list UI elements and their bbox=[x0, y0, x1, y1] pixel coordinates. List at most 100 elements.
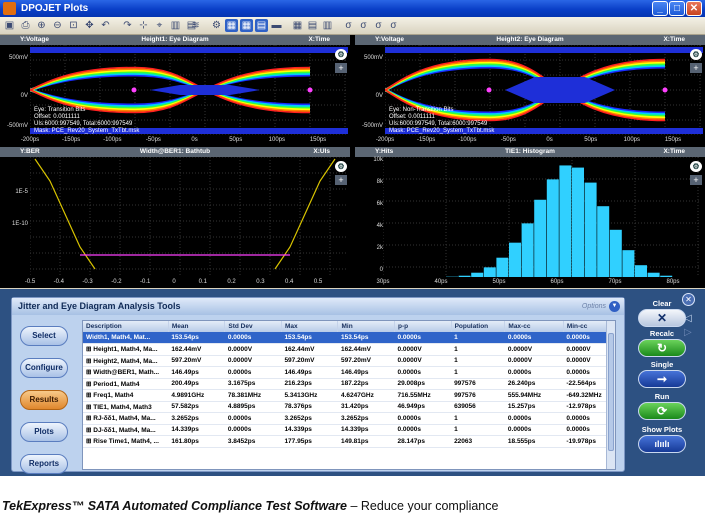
maximize-button[interactable]: □ bbox=[669, 1, 685, 16]
undo-zoom-icon[interactable]: ↶ bbox=[101, 20, 110, 31]
plot-settings-icon[interactable]: ⚙ bbox=[335, 49, 347, 60]
y-axis-label: Y:BER bbox=[20, 148, 40, 155]
plot-settings-icon[interactable]: ⚙ bbox=[690, 49, 702, 60]
panel-close-icon[interactable]: ✕ bbox=[682, 293, 695, 306]
nav-reports-button[interactable]: Reports bbox=[20, 454, 68, 474]
y-tick-label: 0 bbox=[379, 267, 383, 273]
run-controls: Clear ✕ Recalc ↻ Single ➞ Run ⟳ Show Plo… bbox=[632, 289, 705, 476]
layout-3-icon[interactable]: ▤ bbox=[255, 19, 268, 32]
column-header[interactable]: Min bbox=[337, 321, 395, 332]
clear-label: Clear bbox=[652, 299, 672, 308]
y-axis-label: Y:Voltage bbox=[375, 36, 405, 43]
fit-1-icon[interactable]: σ bbox=[345, 20, 352, 31]
fit-2-icon[interactable]: σ bbox=[360, 20, 367, 31]
crossing-marker bbox=[131, 87, 137, 93]
stack-icon[interactable]: ▥ bbox=[322, 20, 333, 31]
zoom-box-icon[interactable]: ⊡ bbox=[69, 20, 78, 31]
clear-button[interactable]: ✕ bbox=[638, 309, 686, 327]
table-row[interactable]: ⊞ Freq1, Math4 4.9891GHz 78.381MHz 5.3413GH… bbox=[83, 389, 615, 402]
table-row[interactable]: ⊞ Height1, Math4, Ma... 162.44mV 0.0000V 16… bbox=[83, 343, 615, 356]
column-header[interactable]: Mean bbox=[168, 321, 226, 332]
table-cell: 3.8452ps bbox=[224, 435, 282, 448]
nav-plots-button[interactable]: Plots bbox=[20, 422, 68, 442]
table-cell: 0.0000s bbox=[394, 412, 452, 425]
recalc-label: Recalc bbox=[649, 329, 675, 338]
zoom-out-icon[interactable]: ⊖ bbox=[53, 20, 62, 31]
column-header[interactable]: Max bbox=[281, 321, 339, 332]
close-button[interactable]: ✕ bbox=[686, 1, 702, 16]
bar-icon[interactable]: ▤ bbox=[186, 20, 197, 31]
x-tick-label: 0s bbox=[191, 137, 198, 143]
plot-add-icon[interactable]: + bbox=[690, 175, 702, 185]
x-tick-label: -150ps bbox=[416, 137, 436, 143]
table-row[interactable]: ⊞ Height2, Math4, Ma... 597.20mV 0.0000V 59… bbox=[83, 355, 615, 367]
layout-1-icon[interactable]: ▦ bbox=[225, 19, 238, 32]
table-cell: 31.420ps bbox=[337, 401, 395, 413]
plot-settings-icon[interactable]: ⚙ bbox=[335, 161, 347, 172]
plot-add-icon[interactable]: + bbox=[335, 175, 347, 185]
table-row[interactable]: ⊞ Period1, Math4 200.49ps 3.1675ps 216.23ps… bbox=[83, 378, 615, 390]
column-header[interactable]: Max-cc bbox=[504, 321, 564, 332]
table-row[interactable]: ⊞ RJ-δδ1, Math4, Ma... 3.2652ps 0.0000s 3.2… bbox=[83, 412, 615, 425]
table-cell: 0.0000V bbox=[504, 355, 564, 367]
collapse-left-icon[interactable]: ◁ bbox=[684, 313, 692, 324]
table-cell: 57.582ps bbox=[168, 401, 225, 413]
analysis-tools-panel: Jitter and Eye Diagram Analysis Tools Op… bbox=[0, 289, 705, 476]
show-plots-button[interactable]: ılıılı bbox=[638, 435, 686, 453]
histogram-bar bbox=[609, 229, 622, 277]
nav-select-button[interactable]: Select bbox=[20, 326, 68, 346]
fit-4-icon[interactable]: σ bbox=[390, 20, 397, 31]
table-cell: 4.6247GHz bbox=[337, 389, 395, 402]
column-header[interactable]: p-p bbox=[394, 321, 452, 332]
fit-3-icon[interactable]: σ bbox=[375, 20, 382, 31]
table-row[interactable]: ⊞ TIE1, Math4, Math3 57.582ps 4.8895ps 78.3… bbox=[83, 401, 615, 413]
print-icon[interactable]: ⎙ bbox=[21, 20, 30, 31]
layout-4-icon[interactable]: ▬ bbox=[271, 20, 282, 31]
minimize-button[interactable]: _ bbox=[652, 1, 668, 16]
settings-icon[interactable]: ⚙ bbox=[212, 20, 221, 31]
plot-settings-icon[interactable]: ⚙ bbox=[690, 161, 702, 172]
run-button[interactable]: ⟳ bbox=[638, 402, 686, 420]
eye-diagram-2-plot[interactable]: Y:Voltage Height2: Eye Diagram X:Time 500mV… bbox=[355, 35, 705, 145]
recalc-button[interactable]: ↻ bbox=[638, 339, 686, 357]
scrollbar-thumb[interactable] bbox=[608, 333, 614, 451]
collapse-right-icon[interactable]: ▷ bbox=[684, 327, 692, 338]
column-header[interactable]: Description bbox=[83, 321, 169, 332]
plot-add-icon[interactable]: + bbox=[690, 63, 702, 73]
grid-icon[interactable]: ▤ bbox=[307, 20, 318, 31]
table-row[interactable]: Width1, Math4, Mat... 153.54ps 0.0000s 153.… bbox=[83, 332, 615, 344]
table-row[interactable]: ⊞ DJ-δδ1, Math4, Ma... 14.339ps 0.0000s 14.… bbox=[83, 424, 615, 436]
single-button[interactable]: ➞ bbox=[638, 370, 686, 388]
histogram-plot[interactable]: Y:Hits TIE1: Histogram X:Time 10k 8k 6k 4k 2k 0 3… bbox=[355, 147, 705, 288]
layout-2-icon[interactable]: ▦ bbox=[240, 19, 253, 32]
nav-results-button[interactable]: Results bbox=[20, 390, 68, 410]
table-cell: 14.339ps bbox=[168, 424, 225, 436]
results-scrollbar[interactable] bbox=[606, 321, 615, 469]
zoom-in-icon[interactable]: ⊕ bbox=[37, 20, 46, 31]
cursor-icon[interactable]: ⊹ bbox=[139, 20, 148, 31]
tile-icon[interactable]: ▦ bbox=[292, 20, 303, 31]
table-row[interactable]: ⊞ Rise Time1, Math4, ... 161.80ps 3.8452ps… bbox=[83, 435, 615, 448]
histogram-bar bbox=[521, 223, 534, 277]
histogram-icon[interactable]: ▥ bbox=[170, 20, 181, 31]
nav-configure-button[interactable]: Configure bbox=[20, 358, 68, 378]
bathtub-plot[interactable]: Y:BER Width@BER1: Bathtub X:UIs 1E-5 1E-10 -0… bbox=[0, 147, 350, 288]
table-cell: 1 bbox=[451, 366, 505, 379]
column-header[interactable]: Population bbox=[451, 321, 506, 332]
column-header[interactable]: Std Dev bbox=[224, 321, 282, 332]
pan-icon[interactable]: ✥ bbox=[85, 20, 94, 31]
options-dropdown-icon[interactable]: ▼ bbox=[609, 301, 620, 312]
plot-add-icon[interactable]: + bbox=[335, 63, 347, 73]
x-tick-label: 80ps bbox=[666, 279, 680, 285]
table-row[interactable]: ⊞ Width@BER1, Math... 146.49ps 0.0000s 146.… bbox=[83, 366, 615, 379]
save-icon[interactable]: ▣ bbox=[4, 20, 15, 31]
redo-zoom-icon[interactable]: ↷ bbox=[123, 20, 132, 31]
spectrum-icon[interactable]: ≋ bbox=[191, 20, 200, 31]
x-tick-label: 40ps bbox=[434, 279, 448, 285]
eye-mask bbox=[505, 77, 615, 103]
marker-icon[interactable]: ⌖ bbox=[156, 20, 163, 31]
eye-diagram-1-plot[interactable]: Y:Voltage Height1: Eye Diagram X:Time 500mV… bbox=[0, 35, 350, 145]
options-menu[interactable]: Options bbox=[581, 303, 606, 310]
table-cell: 14.339ps bbox=[337, 424, 395, 436]
bathtub-right-curve bbox=[274, 158, 336, 270]
